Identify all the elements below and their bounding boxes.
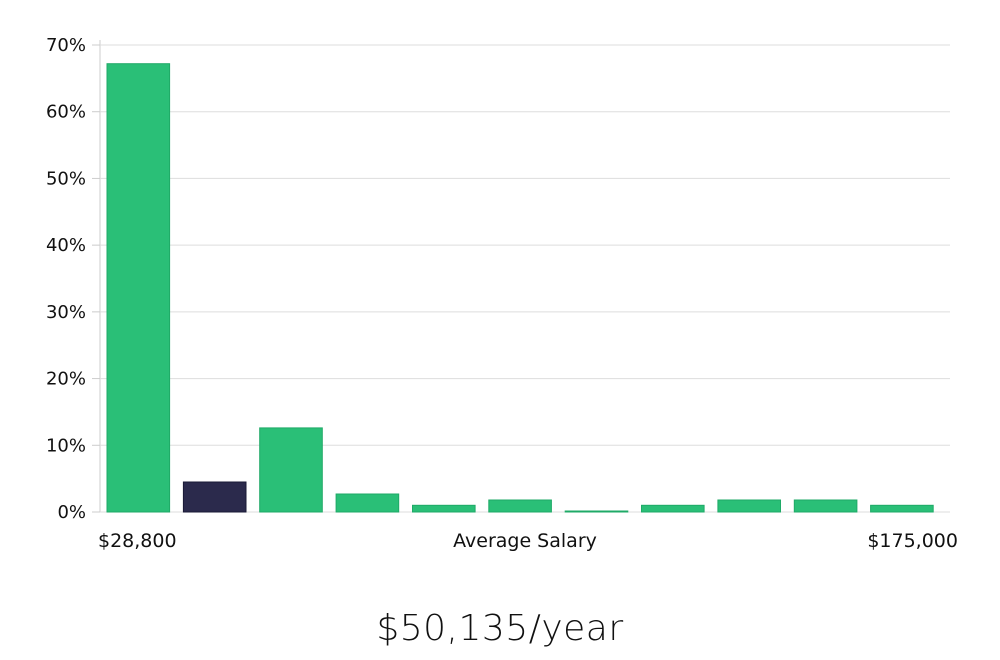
bar bbox=[335, 493, 400, 513]
bar bbox=[564, 510, 629, 513]
y-tick-label: 40% bbox=[46, 235, 86, 256]
y-axis: 0% 10% 20% 30% 40% 50% 60% 70% bbox=[46, 35, 100, 523]
y-tick-label: 70% bbox=[46, 35, 86, 56]
bar-highlighted bbox=[182, 481, 247, 513]
x-min-label: $28,800 bbox=[98, 530, 177, 552]
bar bbox=[259, 427, 323, 513]
bar bbox=[412, 504, 476, 513]
y-tick-label: 30% bbox=[46, 302, 86, 323]
y-tick-label: 60% bbox=[46, 102, 86, 123]
gridlines bbox=[99, 40, 950, 513]
y-tick-label: 50% bbox=[46, 168, 86, 189]
bar bbox=[488, 499, 552, 513]
x-max-label: $175,000 bbox=[867, 530, 958, 552]
bar bbox=[870, 504, 934, 513]
y-tick-label: 0% bbox=[57, 502, 86, 523]
x-axis-label: Average Salary bbox=[453, 530, 597, 552]
bar bbox=[793, 499, 858, 513]
average-salary: $50,135/year bbox=[376, 608, 624, 649]
y-tick-label: 10% bbox=[46, 435, 86, 456]
bar bbox=[717, 499, 782, 513]
bar bbox=[106, 63, 171, 513]
bar bbox=[641, 504, 705, 513]
bars bbox=[106, 63, 934, 513]
y-tick-label: 20% bbox=[46, 369, 86, 390]
salary-histogram: 0% 10% 20% 30% 40% 50% 60% 70% $28,800 Average … bbox=[46, 35, 958, 552]
